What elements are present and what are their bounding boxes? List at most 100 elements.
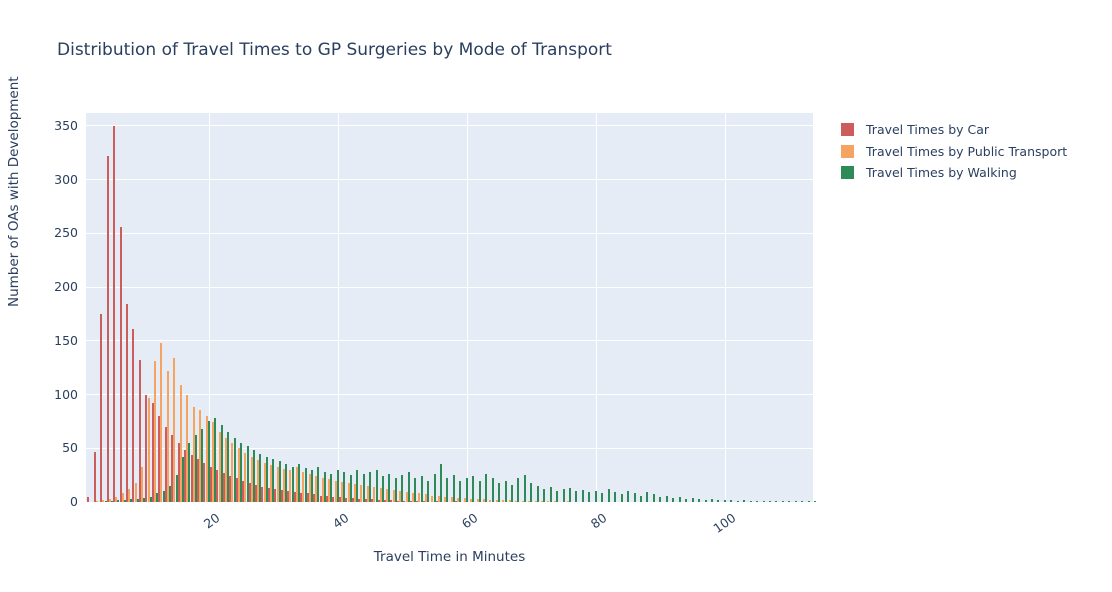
chart-title: Distribution of Travel Times to GP Surge…	[57, 40, 612, 60]
histogram-bar	[267, 488, 270, 502]
histogram-bar	[450, 496, 453, 502]
plot-area[interactable]	[86, 113, 817, 503]
legend-item-walking[interactable]: Travel Times by Walking	[841, 162, 1067, 184]
histogram-bar	[149, 496, 152, 502]
histogram-bar	[562, 489, 565, 502]
x-tick-label: 40	[329, 510, 352, 532]
histogram-bar	[235, 478, 238, 502]
histogram-bar	[384, 499, 387, 502]
histogram-bar	[138, 360, 141, 502]
histogram-bar	[209, 466, 212, 502]
histogram-bar	[620, 494, 623, 502]
histogram-bar	[270, 465, 273, 502]
histogram-bar	[375, 469, 378, 502]
histogram-bar	[678, 496, 681, 502]
histogram-bar	[332, 496, 335, 502]
histogram-bar	[220, 424, 223, 502]
histogram-bar	[160, 342, 163, 502]
histogram-bar	[362, 474, 365, 502]
histogram-bar	[749, 500, 752, 502]
histogram-bar	[358, 498, 361, 502]
histogram-bar	[283, 468, 285, 502]
histogram-bar	[536, 485, 539, 502]
histogram-bar	[556, 491, 559, 502]
y-tick-label: 100	[54, 386, 78, 402]
histogram-bar	[190, 454, 193, 502]
histogram-bar	[265, 456, 268, 502]
gridline-vertical	[209, 113, 211, 502]
histogram-bar	[175, 475, 178, 502]
histogram-bar	[300, 493, 303, 502]
histogram-bar	[272, 459, 275, 502]
histogram-bar	[446, 478, 449, 502]
histogram-bar	[607, 489, 610, 502]
histogram-bar	[261, 486, 264, 502]
y-tick-label: 50	[62, 440, 78, 456]
histogram-bar	[403, 500, 406, 502]
histogram-bar	[295, 466, 298, 502]
histogram-bar	[257, 460, 260, 502]
histogram-bar	[130, 498, 133, 502]
histogram-bar	[360, 484, 363, 502]
histogram-bar	[328, 479, 331, 502]
legend-swatch-icon	[841, 123, 854, 137]
histogram-bar	[100, 313, 103, 502]
legend-label: Travel Times by Car	[866, 122, 990, 138]
histogram-bar	[250, 456, 253, 502]
histogram-bar	[319, 495, 322, 502]
histogram-bar	[405, 492, 408, 502]
histogram-bar	[691, 497, 694, 502]
histogram-bar	[287, 491, 290, 502]
histogram-bar	[627, 491, 630, 502]
histogram-bar	[240, 442, 243, 502]
histogram-bar	[528, 500, 531, 502]
y-tick-label: 150	[54, 332, 78, 348]
histogram-bar	[440, 464, 443, 502]
histogram-bar	[313, 494, 316, 502]
histogram-bar	[345, 497, 348, 502]
histogram-bar	[311, 469, 314, 502]
histogram-bar	[373, 486, 376, 502]
histogram-bar	[646, 492, 649, 502]
y-tick-label: 0	[70, 494, 78, 509]
histogram-bar	[807, 500, 810, 502]
histogram-bar	[330, 474, 333, 502]
histogram-bar	[640, 495, 642, 502]
histogram-bar	[588, 492, 591, 502]
histogram-bar	[553, 500, 556, 502]
histogram-bar	[87, 496, 90, 502]
histogram-bar	[508, 499, 511, 502]
histogram-bar	[108, 498, 111, 502]
histogram-bar	[523, 475, 526, 502]
histogram-bar	[781, 500, 784, 502]
x-tick-label: 80	[587, 510, 610, 532]
histogram-bar	[427, 480, 430, 502]
histogram-bar	[255, 484, 257, 502]
histogram-bar	[276, 466, 279, 502]
histogram-bar	[166, 370, 169, 502]
histogram-bar	[280, 490, 283, 502]
histogram-bar	[569, 488, 572, 502]
histogram-bar	[336, 469, 339, 502]
histogram-bar	[581, 490, 584, 502]
histogram-bar	[575, 491, 578, 502]
histogram-bar	[801, 500, 804, 502]
histogram-bar	[366, 485, 369, 502]
histogram-bar	[194, 435, 197, 502]
histogram-bar	[472, 476, 475, 502]
histogram-bar	[515, 500, 518, 502]
histogram-bar	[517, 478, 520, 502]
histogram-bar	[169, 485, 172, 502]
histogram-bar	[541, 500, 544, 502]
legend-item-car[interactable]: Travel Times by Car	[841, 119, 1067, 141]
histogram-bar	[212, 422, 215, 502]
histogram-bar	[237, 448, 240, 502]
histogram-bar	[227, 432, 230, 502]
histogram-bar	[95, 500, 98, 502]
histogram-bar	[491, 478, 494, 502]
histogram-bar	[123, 499, 126, 502]
gridline-horizontal	[86, 501, 813, 503]
histogram-bar	[489, 499, 492, 502]
legend-item-public-transport[interactable]: Travel Times by Public Transport	[841, 141, 1067, 163]
histogram-bar	[121, 493, 124, 502]
